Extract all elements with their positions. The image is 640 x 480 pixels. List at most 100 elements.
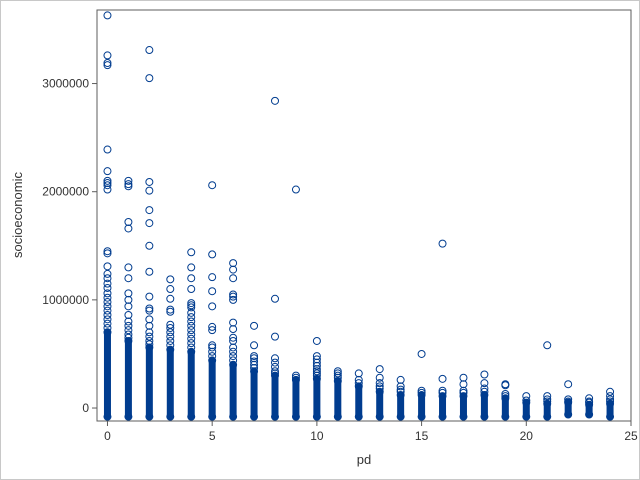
data-point xyxy=(417,388,426,397)
data-point xyxy=(229,295,238,304)
data-point xyxy=(271,358,279,367)
data-point xyxy=(396,387,405,396)
data-point xyxy=(166,305,175,314)
y-tick-label: 0 xyxy=(82,401,89,415)
data-point xyxy=(187,347,196,356)
data-point xyxy=(103,283,112,292)
data-point xyxy=(522,392,531,401)
data-point xyxy=(312,365,321,374)
data-point xyxy=(480,379,489,388)
data-point xyxy=(145,219,154,228)
data-point xyxy=(187,263,196,272)
data-point xyxy=(187,285,196,294)
data-point xyxy=(606,392,615,401)
data-point xyxy=(145,412,154,421)
data-point xyxy=(229,360,238,369)
data-point xyxy=(229,336,238,345)
data-point xyxy=(166,332,175,341)
data-point xyxy=(585,410,594,419)
data-point xyxy=(103,298,112,307)
data-point xyxy=(291,373,300,382)
data-point xyxy=(438,386,447,395)
data-point xyxy=(271,412,279,421)
data-point xyxy=(103,274,112,283)
data-point xyxy=(271,362,279,371)
data-point xyxy=(187,274,196,283)
data-point xyxy=(229,290,238,299)
x-axis: 0 5 10 15 20 25 xyxy=(104,421,638,443)
y-tick-label: 3000000 xyxy=(42,77,89,91)
data-point xyxy=(208,341,217,350)
data-point xyxy=(480,370,489,379)
data-point xyxy=(312,358,321,367)
data-point xyxy=(375,365,384,374)
data-point xyxy=(145,206,154,215)
data-point xyxy=(124,289,133,298)
data-point xyxy=(459,388,468,397)
data-point xyxy=(459,373,468,382)
data-point xyxy=(312,371,321,380)
data-point xyxy=(145,332,154,341)
data-point xyxy=(145,328,154,337)
data-point xyxy=(187,343,196,352)
data-point xyxy=(312,367,321,376)
data-point xyxy=(145,340,154,349)
data-point xyxy=(166,328,175,337)
data-point xyxy=(124,295,133,304)
data-point xyxy=(250,352,259,361)
data-point xyxy=(145,321,154,330)
data-point xyxy=(564,397,573,406)
data-point xyxy=(250,321,259,330)
data-point xyxy=(166,275,175,284)
data-point xyxy=(124,274,133,283)
data-point xyxy=(585,398,594,407)
data-point xyxy=(229,356,238,365)
data-point xyxy=(166,345,175,354)
data-point xyxy=(333,376,342,385)
data-point xyxy=(271,367,279,376)
data-point xyxy=(459,386,468,395)
data-point xyxy=(438,392,447,401)
data-point xyxy=(166,320,175,329)
data-point xyxy=(333,373,342,382)
data-point xyxy=(208,356,217,365)
data-point xyxy=(271,371,279,380)
data-point xyxy=(459,392,468,401)
data-point xyxy=(208,322,217,331)
data-point xyxy=(145,241,154,250)
data-point xyxy=(103,167,112,176)
data-point xyxy=(606,387,615,396)
data-point xyxy=(585,400,594,409)
data-point xyxy=(103,176,112,185)
data-point xyxy=(166,323,175,332)
data-point xyxy=(187,334,196,343)
data-point xyxy=(333,412,342,421)
data-point xyxy=(375,373,384,382)
data-point xyxy=(522,412,531,421)
data-point xyxy=(124,326,133,335)
data-point xyxy=(417,386,426,395)
data-point xyxy=(396,382,405,391)
data-point xyxy=(103,185,112,194)
data-point xyxy=(187,248,196,257)
data-point xyxy=(585,394,594,403)
data-point xyxy=(208,250,217,259)
data-point xyxy=(543,412,552,421)
data-point xyxy=(396,412,405,421)
plot-area xyxy=(96,9,632,422)
y-axis: 0 1000000 2000000 3000000 xyxy=(42,77,97,415)
data-point xyxy=(229,274,238,283)
data-point xyxy=(124,263,133,272)
data-point xyxy=(145,74,154,83)
data-point xyxy=(103,145,112,154)
data-point xyxy=(124,311,133,320)
data-point xyxy=(480,387,489,396)
data-point xyxy=(103,319,112,328)
data-point xyxy=(187,321,196,330)
data-point xyxy=(103,247,112,256)
data-point xyxy=(543,395,552,404)
data-point xyxy=(103,279,112,288)
data-point xyxy=(103,302,112,311)
data-point xyxy=(166,336,175,345)
data-point xyxy=(438,239,447,248)
